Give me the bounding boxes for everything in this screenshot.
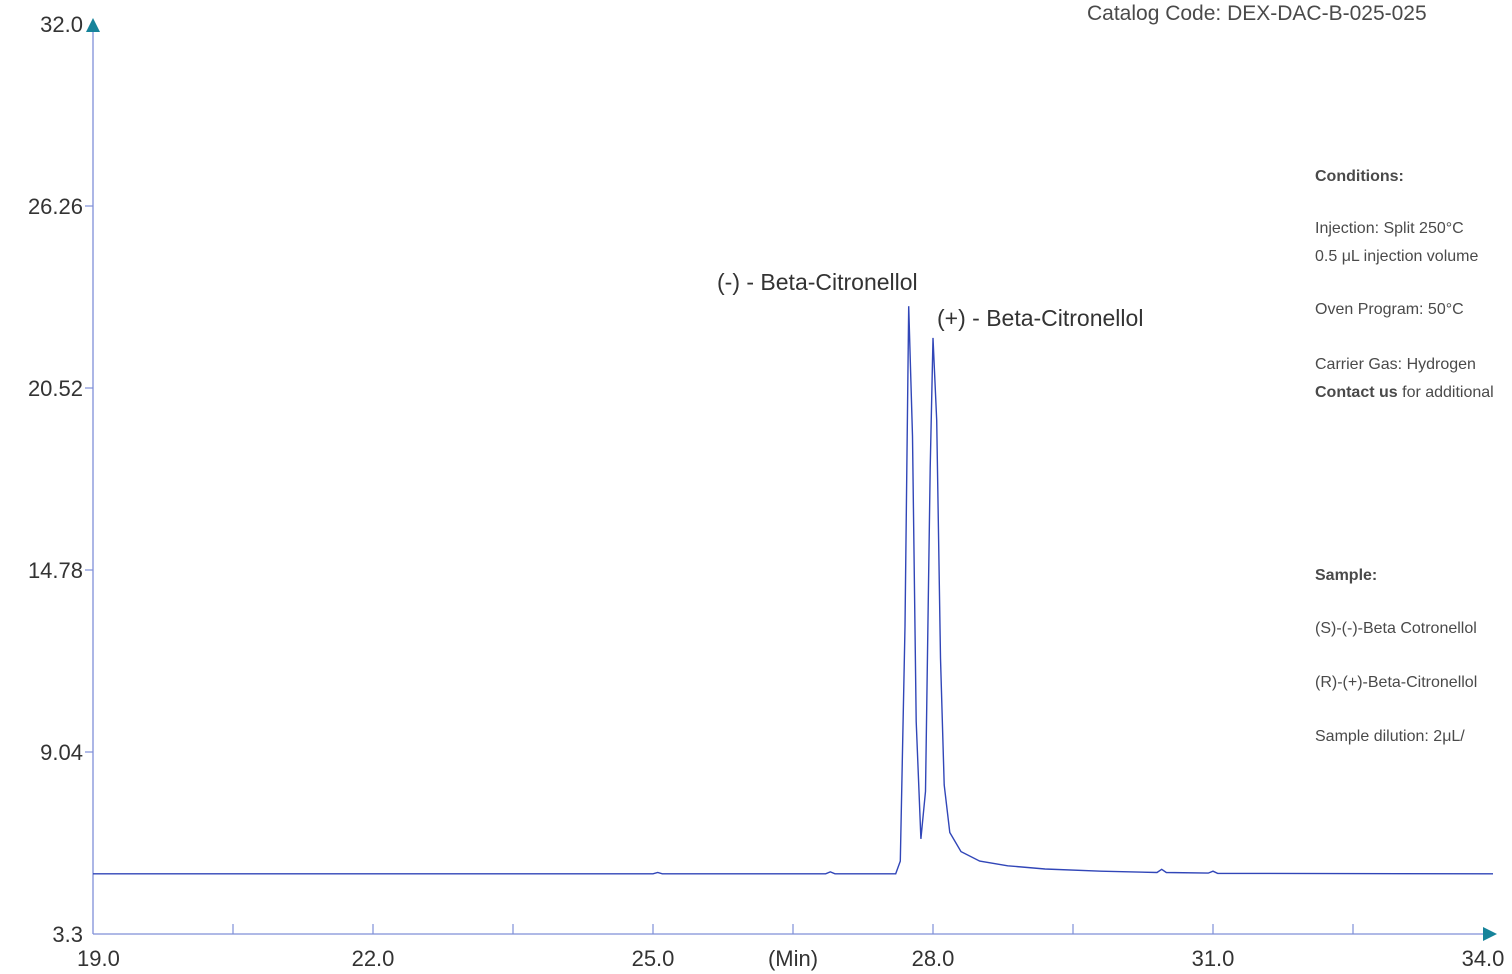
x-tick-label: 25.0 <box>632 946 675 971</box>
y-tick-label: 32.0 <box>40 12 83 37</box>
peak-label-plus: (+) - Beta-Citronellol <box>937 305 1143 331</box>
sample-item-1: (S)-(-)-Beta Cotronellol <box>1315 620 1477 637</box>
sample-dilution: Sample dilution: 2μL/ <box>1315 728 1465 745</box>
sample-item-2: (R)-(+)-Beta-Citronellol <box>1315 674 1478 691</box>
x-axis-arrow-icon <box>1483 927 1497 941</box>
catalog-code: Catalog Code: DEX-DAC-B-025-025 <box>1087 2 1427 25</box>
x-tick-label: 22.0 <box>352 946 395 971</box>
y-axis-arrow-icon <box>86 18 100 32</box>
contact-text: Contact us for additional <box>1315 383 1494 403</box>
sample-heading: Sample: <box>1315 567 1378 584</box>
injection-text: Injection: Split 250°C <box>1315 220 1464 237</box>
x-axis-label: (Min) <box>768 946 818 971</box>
injection-volume-text: 0.5 μL injection volume <box>1315 248 1479 265</box>
carrier-gas-text: Carrier Gas: Hydrogen <box>1315 356 1476 373</box>
oven-program-text: Oven Program: 50°C <box>1315 301 1464 318</box>
axes <box>86 18 1497 941</box>
conditions-heading: Conditions: <box>1315 168 1404 185</box>
x-ticks: 19.0 22.0 25.0 28.0 31.0 34.0 <box>77 924 1504 971</box>
chromatogram-trace <box>93 306 1494 875</box>
y-tick-label: 20.52 <box>28 376 83 401</box>
peak-label-minus: (-) - Beta-Citronellol <box>717 269 918 295</box>
contact-link[interactable]: Contact us <box>1315 384 1398 401</box>
y-tick-label: 3.3 <box>52 922 83 947</box>
y-tick-label: 14.78 <box>28 558 83 583</box>
x-tick-label: 34.0 <box>1462 946 1505 971</box>
x-tick-label: 28.0 <box>912 946 955 971</box>
y-tick-label: 26.26 <box>28 194 83 219</box>
x-tick-label: 19.0 <box>77 946 120 971</box>
y-tick-label: 9.04 <box>40 740 83 765</box>
x-tick-label: 31.0 <box>1192 946 1235 971</box>
peak-labels: (-) - Beta-Citronellol (+) - Beta-Citrone… <box>717 269 1143 331</box>
y-ticks: 3.3 9.04 14.78 20.52 26.26 32.0 <box>28 12 93 947</box>
contact-rest: for additional <box>1397 384 1494 401</box>
